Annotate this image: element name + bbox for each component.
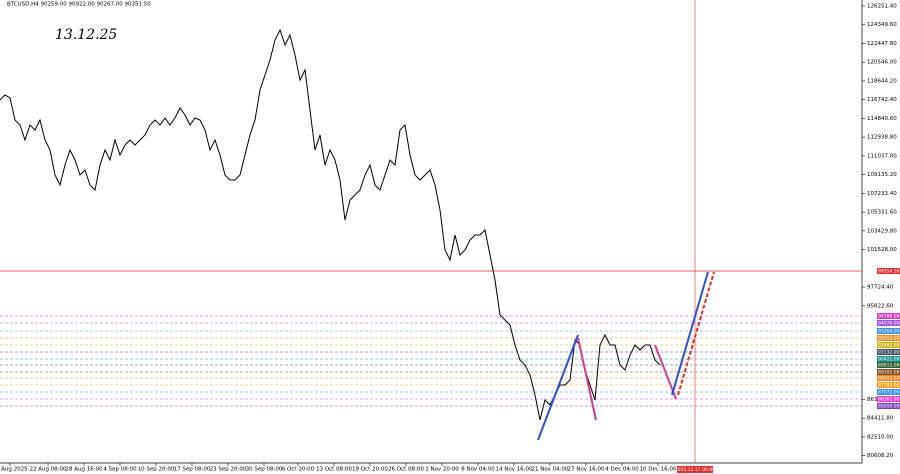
x-tick-label: 23 Sep 20:00 (210, 467, 247, 473)
y-tick-label: 114840.60 (867, 116, 897, 122)
x-tick-label: 8 Nov 04:00 (461, 467, 495, 473)
level-label-box (877, 389, 900, 395)
price-series (0, 28, 661, 421)
y-tick-label: 111037.00 (867, 153, 897, 159)
level-label-box (877, 375, 900, 381)
annotation: 13.12.25 (55, 27, 117, 43)
level-label: 85650.00 (878, 404, 900, 410)
x-tick-label: 17 Sep 08:00 (174, 467, 211, 473)
cursor-label-box (677, 466, 713, 473)
level-label-box (877, 382, 900, 389)
level-label: 90421.00 (878, 357, 900, 363)
projection-line (537, 334, 579, 441)
x-tick-label: 27 Nov 16:00 (567, 467, 605, 473)
y-tick-label: 116742.40 (867, 97, 897, 103)
level-label: 92553.00 (878, 336, 900, 342)
x-tick-label: 15 Aug 2025 (0, 467, 28, 473)
y-tick-label: 101528.00 (867, 247, 897, 253)
price-label: 99354.50 (878, 268, 900, 274)
cursor-label: 2025.12.17 00:00 (675, 467, 715, 473)
y-tick-label: 103429.80 (867, 228, 897, 234)
x-tick-label: 10 Dec 16:00 (640, 467, 677, 473)
level-label-box (877, 362, 900, 369)
y-tick-label: 95822.60 (867, 303, 894, 309)
x-tick-label: 14 Nov 16:00 (495, 467, 533, 473)
level-label-box (877, 313, 900, 319)
x-tick-label: 30 Sep 08:00 (246, 467, 283, 473)
level-label: 89812.00 (878, 363, 900, 369)
y-tick-label: 112938.80 (867, 135, 897, 141)
projection-line (677, 271, 715, 396)
level-label: 88493.00 (878, 376, 900, 382)
level-label: 91842.00 (878, 343, 900, 349)
y-tick-label: 122447.80 (867, 41, 897, 47)
x-tick-label: 28 Aug 16:00 (65, 467, 103, 473)
x-tick-label: 22 Aug 08:00 (29, 467, 67, 473)
y-tick-label: 105331.60 (867, 210, 897, 216)
x-tick-label: 21 Nov 04:00 (531, 467, 569, 473)
level-label-box (877, 327, 900, 334)
level-label-box (877, 349, 900, 355)
level-label: 86361.00 (878, 397, 900, 403)
level-label: 94076.00 (878, 320, 900, 326)
level-label-box (877, 342, 900, 349)
price-label-box (877, 267, 900, 274)
y-tick-label: 82510.00 (867, 434, 894, 440)
y-tick-label: 120546.00 (867, 60, 897, 66)
y-tick-label: 97724.40 (867, 285, 894, 291)
x-tick-label: 6 Oct 20:00 (282, 467, 315, 473)
y-tick-label: 84411.80 (867, 416, 894, 422)
level-label: 87072.00 (878, 390, 900, 396)
y-tick-label: 124349.60 (867, 22, 897, 28)
y-tick-label: 118644.20 (867, 78, 897, 84)
level-label: 89102.00 (878, 370, 900, 376)
level-label-box (877, 319, 900, 326)
x-tick-label: 10 Sep 20:00 (138, 467, 175, 473)
projection-line (671, 271, 709, 396)
level-label: 94786.00 (878, 314, 900, 320)
level-label: 87782.00 (878, 383, 900, 389)
level-label-box (877, 335, 900, 341)
x-tick-label: 1 Nov 20:00 (425, 467, 459, 473)
x-tick-label: 13 Oct 08:00 (316, 467, 352, 473)
chart-title: BTCUSD,H4 90259.00 90922.00 90267.00 903… (7, 2, 151, 8)
level-label: 93264.00 (878, 328, 900, 334)
level-label: 91132.00 (878, 350, 900, 356)
y-tick-label: 109135.20 (867, 172, 897, 178)
level-label-box (877, 356, 900, 363)
projection-line (577, 337, 597, 421)
level-label-box (877, 403, 900, 410)
level-label-box (877, 396, 900, 403)
x-tick-label: 26 Oct 08:00 (388, 467, 424, 473)
y-tick-label: 107233.40 (867, 191, 897, 197)
level-label-box (877, 369, 900, 375)
x-tick-label: 4 Sep 08:00 (103, 467, 137, 473)
x-tick-label: 4 Dec 04:00 (605, 467, 639, 473)
y-tick-label: 126251.40 (867, 3, 897, 9)
y-tick-label: 80608.20 (867, 453, 894, 459)
x-tick-label: 19 Oct 20:00 (352, 467, 388, 473)
